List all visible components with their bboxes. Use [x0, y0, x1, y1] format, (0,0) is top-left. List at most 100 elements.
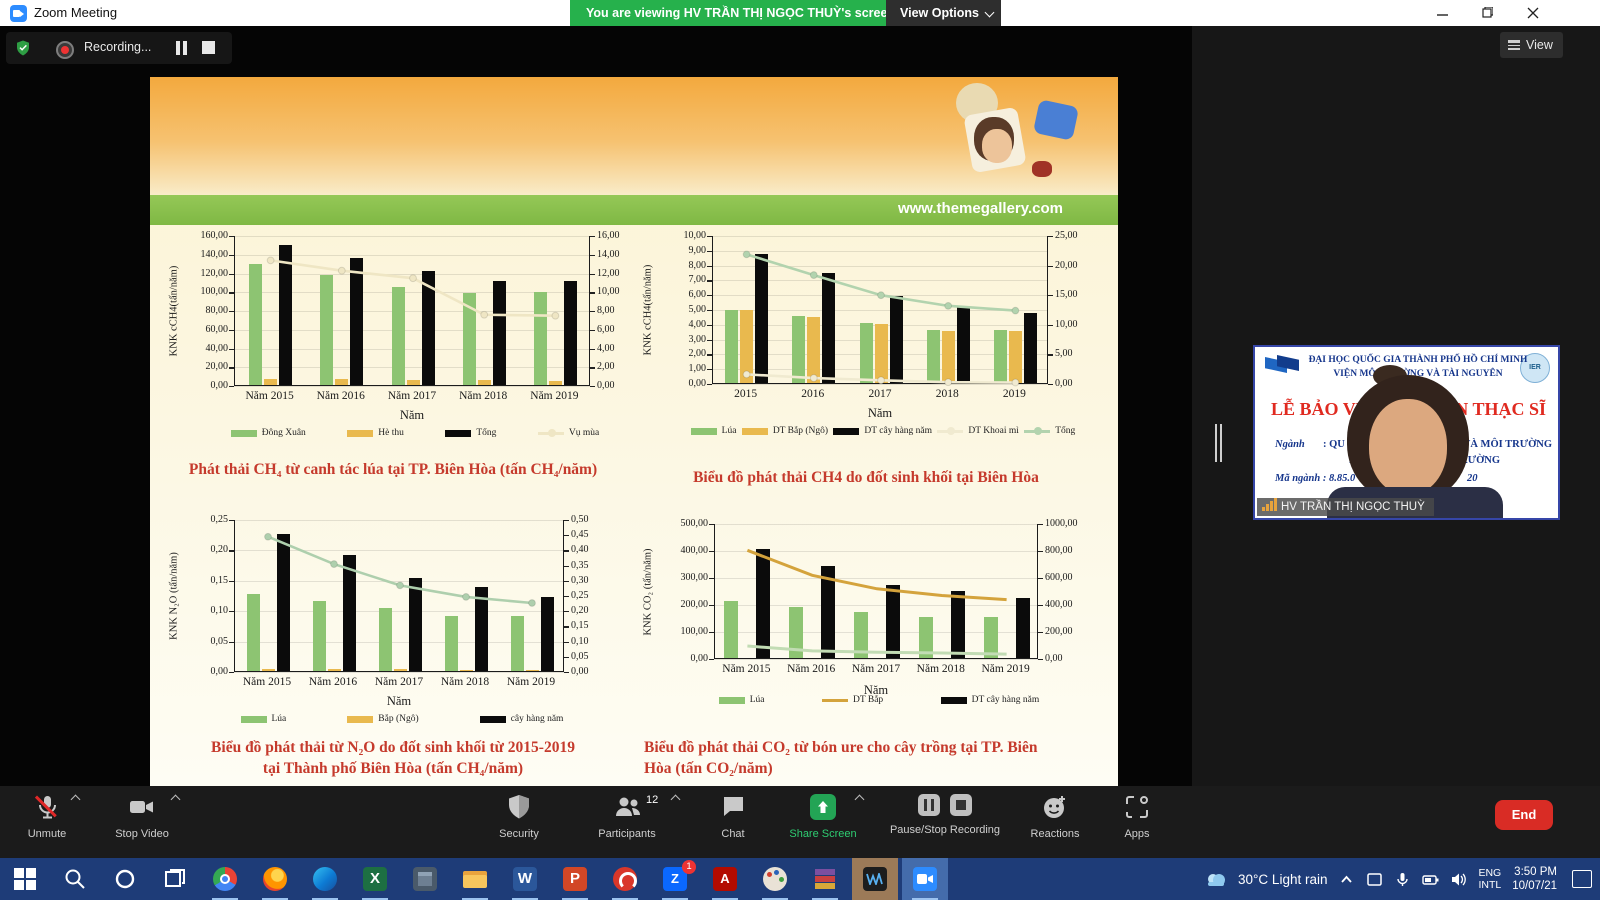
axis-tick: 25,00	[1055, 230, 1078, 241]
tray-microphone-icon[interactable]	[1394, 871, 1411, 888]
tick-mark	[229, 672, 234, 674]
minimize-button[interactable]	[1424, 0, 1462, 26]
pause-recording-icon[interactable]	[174, 41, 188, 55]
start-button[interactable]	[2, 858, 48, 900]
stop-video-button[interactable]: Stop Video	[87, 794, 197, 840]
tick-mark	[590, 348, 595, 350]
acrobat-icon[interactable]: A	[702, 858, 748, 900]
pause-recording-icon[interactable]	[917, 794, 940, 816]
weather-icon[interactable]	[1205, 871, 1227, 887]
apps-button[interactable]: Apps	[1082, 794, 1192, 840]
coccoc-browser-icon[interactable]	[602, 858, 648, 900]
puzzle-art	[1032, 99, 1080, 141]
legend-label: DT Khoai mì	[968, 426, 1019, 436]
axis-tick: 16,00	[597, 230, 620, 241]
axis-tick: 100,00	[680, 626, 709, 637]
chrome-icon[interactable]	[202, 858, 248, 900]
y-axis-label: KNK CO₂ (tấn/năm)	[642, 547, 654, 636]
tick-mark	[707, 265, 712, 267]
chat-button[interactable]: Chat	[678, 794, 788, 840]
stop-recording-icon[interactable]	[202, 41, 215, 54]
time: 3:50 PM	[1514, 866, 1557, 878]
legend-label: Tổng	[1055, 426, 1076, 436]
gridline	[234, 580, 564, 582]
axis-tick: 80,00	[205, 305, 229, 316]
apps-label: Apps	[1124, 828, 1150, 840]
axis-tick: 300,00	[680, 572, 709, 583]
word-icon[interactable]: W	[502, 858, 548, 900]
bar	[854, 611, 868, 658]
maximize-button[interactable]	[1468, 0, 1506, 26]
window-title-bar: Zoom Meeting You are viewing HV TRẦN THỊ…	[0, 0, 1600, 26]
tick-mark	[707, 250, 712, 253]
x-axis-tick: 2015	[734, 388, 758, 400]
x-axis-tick: Năm 2019	[981, 663, 1030, 675]
tray-chevron-up-icon[interactable]	[1338, 871, 1355, 888]
view-layout-button[interactable]: View	[1500, 32, 1563, 58]
legend-swatch	[1024, 427, 1051, 435]
edge-icon[interactable]	[302, 858, 348, 900]
winrar-icon[interactable]	[802, 858, 848, 900]
task-view-icon[interactable]	[152, 858, 198, 900]
action-center-icon[interactable]	[1572, 870, 1592, 888]
tick-mark	[564, 641, 569, 643]
tick-mark	[564, 656, 569, 659]
gridline	[234, 292, 590, 294]
tick-mark	[709, 632, 714, 634]
video-resize-handle[interactable]	[1215, 424, 1222, 462]
paint-icon[interactable]	[752, 858, 798, 900]
legend-item: DT Bắp	[821, 695, 883, 705]
weather-text[interactable]: 30°C Light rain	[1238, 871, 1328, 887]
zoom-toolbar: Unmute Stop Video Security Participants …	[0, 786, 1600, 858]
bar	[941, 331, 955, 383]
gridline	[234, 311, 590, 312]
tick-mark	[590, 311, 595, 313]
participants-button[interactable]: Participants	[572, 794, 682, 840]
zoom-meeting-icon[interactable]	[902, 858, 948, 900]
end-meeting-button[interactable]: End	[1495, 800, 1553, 830]
axis-tick: 140,00	[200, 248, 229, 260]
search-icon[interactable]	[52, 858, 98, 900]
legend-item: Tổng	[445, 428, 496, 438]
line-series-layer	[746, 548, 1007, 656]
axis-tick: 0,20	[571, 605, 589, 617]
pause-stop-recording-button[interactable]: Pause/Stop Recording	[880, 794, 1010, 836]
view-options-button[interactable]: View Options	[886, 0, 1001, 26]
close-button[interactable]	[1514, 0, 1552, 26]
security-button[interactable]: Security	[464, 794, 574, 840]
legend-item: DT cây hàng năm	[833, 426, 932, 436]
share-options-chevron[interactable]	[856, 794, 864, 802]
chart3-caption-line1: Biểu đồ phát thải từ N₂O do đốt sinh khố…	[211, 739, 575, 756]
reactions-button[interactable]: Reactions	[1000, 794, 1110, 840]
mic-options-chevron[interactable]	[72, 794, 80, 802]
axis-tick: 0,05	[210, 635, 229, 647]
stop-recording-icon[interactable]	[950, 794, 973, 816]
powerpoint-icon[interactable]: P	[552, 858, 598, 900]
legend-swatch	[347, 715, 374, 723]
unmute-button[interactable]: Unmute	[0, 794, 102, 840]
participant-video[interactable]: IER ĐẠI HỌC QUỐC GIA THÀNH PHỐ HỒ CHÍ MI…	[1253, 345, 1560, 520]
x-axis-tick: Năm 2018	[440, 676, 490, 688]
axis-tick: 200,00	[680, 599, 709, 610]
bar	[421, 270, 435, 385]
tick-mark	[229, 311, 234, 313]
app-title: Zoom Meeting	[34, 5, 118, 20]
audio-app-icon[interactable]	[852, 858, 898, 900]
firefox-icon[interactable]	[252, 858, 298, 900]
clock[interactable]: 3:50 PM 10/07/21	[1512, 865, 1557, 893]
bar	[393, 669, 407, 671]
device-icon[interactable]	[1366, 871, 1383, 888]
speaker-icon[interactable]	[1450, 871, 1467, 888]
cortana-icon[interactable]	[102, 858, 148, 900]
calculator-icon[interactable]	[402, 858, 448, 900]
video-options-chevron[interactable]	[172, 794, 180, 802]
bar	[335, 379, 349, 385]
bar	[249, 264, 263, 385]
file-explorer-icon[interactable]	[452, 858, 498, 900]
axis-tick: 400,00	[680, 545, 709, 556]
language-indicator[interactable]: ENG INTL	[1478, 867, 1501, 891]
share-screen-button[interactable]: Share Screen	[768, 794, 878, 840]
battery-icon[interactable]	[1422, 871, 1439, 888]
excel-icon[interactable]: X	[352, 858, 398, 900]
